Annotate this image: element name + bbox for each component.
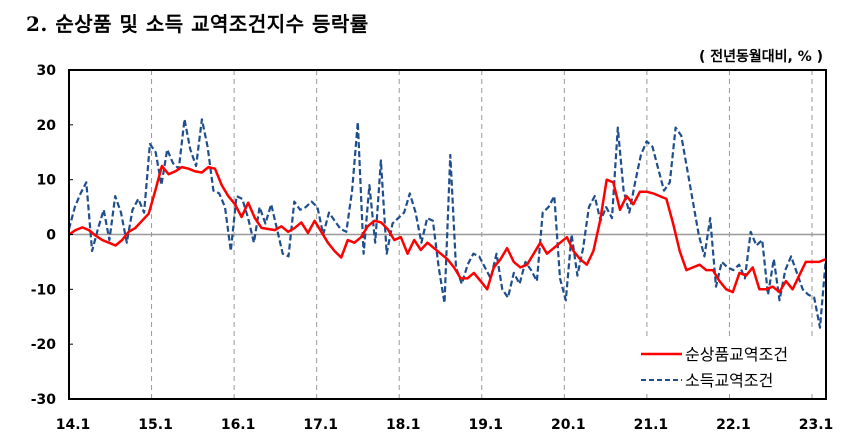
- x-tick-label: 23.1: [799, 417, 834, 433]
- legend-net-label: 순상품교역조건: [685, 345, 788, 364]
- income-terms-line: [67, 118, 827, 329]
- x-tick-label: 14.1: [56, 417, 91, 433]
- unit-label: ( 전년동월대비, % ): [698, 49, 823, 65]
- y-tick-label: 10: [37, 173, 57, 189]
- y-tick-label: 20: [37, 118, 57, 134]
- legend: 순상품교역조건 소득교역조건: [618, 336, 818, 392]
- net-terms-line: [68, 164, 827, 294]
- chart-title: 2. 순상품 및 소득 교역조건지수 등락률: [26, 12, 369, 36]
- income-terms-series: [67, 118, 827, 329]
- x-tick-label: 21.1: [634, 417, 669, 433]
- x-tick-label: 22.1: [716, 417, 751, 433]
- x-axis-ticks: 14.1 15.1 16.1 17.1 18.1 19.1 20.1 21.1 22.1 23.1: [56, 417, 834, 433]
- y-tick-label: 0: [46, 228, 56, 244]
- y-tick-label: -20: [31, 337, 57, 353]
- y-axis-ticks: 30 20 10 0 -10 -20 -30: [31, 63, 73, 408]
- x-tick-label: 15.1: [138, 417, 173, 433]
- y-tick-label: -30: [31, 392, 57, 408]
- x-tick-label: 20.1: [551, 417, 586, 433]
- x-tick-label: 17.1: [303, 417, 338, 433]
- x-tick-label: 16.1: [221, 417, 256, 433]
- legend-income-label: 소득교역조건: [685, 371, 773, 390]
- x-tick-label: 18.1: [386, 417, 421, 433]
- y-tick-label: -10: [31, 282, 57, 298]
- net-terms-series: [68, 164, 827, 294]
- x-tick-label: 19.1: [469, 417, 504, 433]
- y-tick-label: 30: [37, 63, 57, 79]
